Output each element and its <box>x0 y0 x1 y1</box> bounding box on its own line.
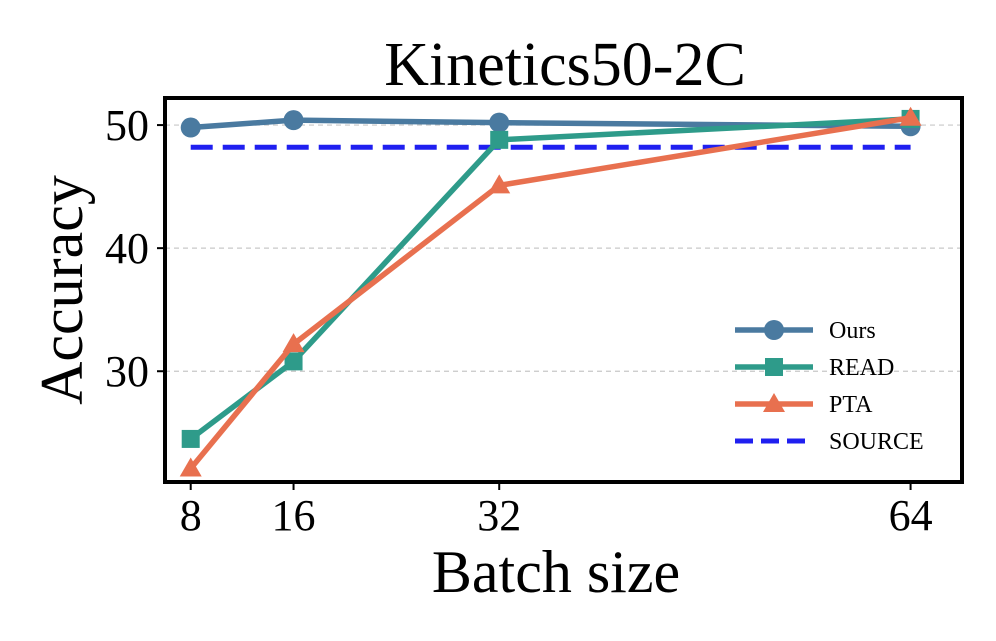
series-ours-point <box>489 112 510 133</box>
legend-marker-read <box>765 358 783 376</box>
series-read-line <box>189 116 911 442</box>
y-axis-label: Accuracy <box>29 175 95 405</box>
chart-title: Kinetics50-2C <box>384 31 746 99</box>
series-layer <box>179 106 922 477</box>
series-ours-point <box>283 110 304 131</box>
series-read-point <box>181 429 200 448</box>
series-pta-point <box>488 174 511 194</box>
x-tick-label: 16 <box>272 491 316 540</box>
legend-label-ours: Ours <box>829 318 876 344</box>
series-ours-point <box>180 117 201 138</box>
series-ours <box>180 110 921 138</box>
legend: Ours READ PTA SOURCE <box>735 318 924 455</box>
x-axis-label: Batch size <box>432 539 680 605</box>
x-tick-label: 64 <box>889 491 933 540</box>
y-tick-label: 40 <box>105 224 149 273</box>
x-axis-ticks: 8 16 32 64 <box>180 482 933 540</box>
series-read <box>181 109 920 448</box>
series-ours-line <box>190 117 911 131</box>
legend-marker-ours <box>764 320 784 340</box>
x-tick-label: 32 <box>477 491 521 540</box>
legend-item-pta: PTA <box>735 392 873 418</box>
series-pta <box>179 106 922 477</box>
legend-item-source: SOURCE <box>735 429 924 455</box>
legend-item-read: READ <box>735 355 894 381</box>
plot-frame <box>163 96 964 484</box>
y-tick-label: 30 <box>105 347 149 396</box>
legend-item-ours: Ours <box>735 318 876 344</box>
legend-marker-pta <box>763 393 785 412</box>
y-axis-ticks: 30 40 50 <box>105 101 165 396</box>
x-tick-label: 8 <box>180 491 202 540</box>
series-read-point <box>284 352 303 371</box>
series-read-point <box>490 130 509 149</box>
series-pta-point <box>282 333 305 353</box>
legend-label-source: SOURCE <box>829 429 924 455</box>
y-tick-label: 50 <box>105 101 149 150</box>
series-pta-line <box>188 114 912 471</box>
legend-label-pta: PTA <box>829 392 873 418</box>
series-pta-point <box>179 457 202 477</box>
legend-label-read: READ <box>829 355 894 381</box>
series-pta-point <box>899 106 922 126</box>
